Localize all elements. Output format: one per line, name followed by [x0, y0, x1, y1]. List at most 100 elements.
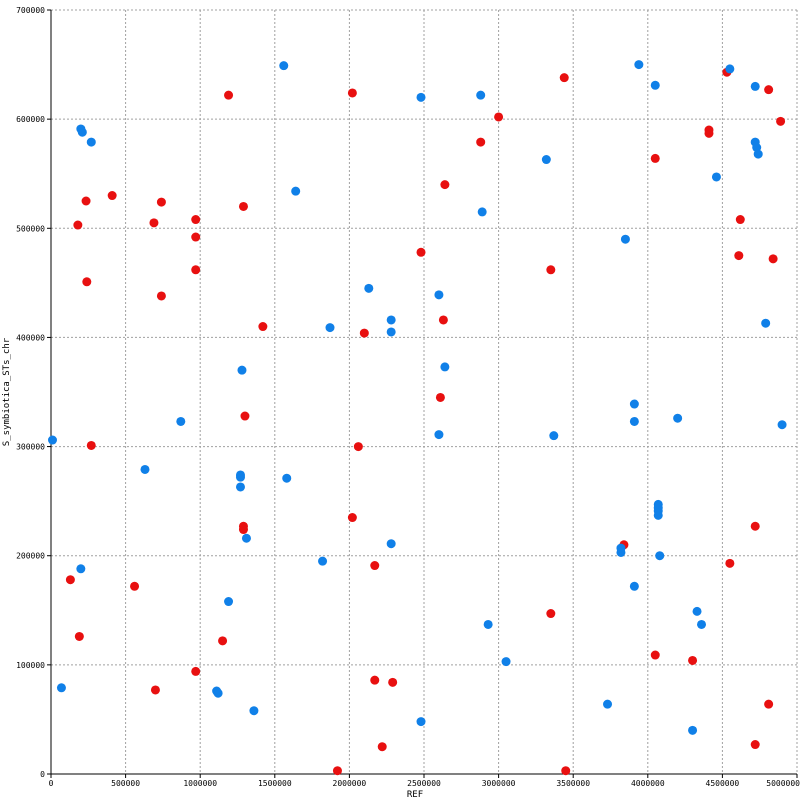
data-point: [750, 81, 760, 91]
y-tick-label: 400000: [16, 333, 45, 342]
data-point: [650, 650, 660, 660]
data-point: [282, 473, 292, 483]
axes: [47, 9, 798, 778]
data-point: [279, 61, 289, 71]
data-point: [47, 435, 57, 445]
data-point: [347, 513, 357, 523]
data-point: [364, 283, 374, 293]
data-point: [237, 365, 247, 375]
data-point: [325, 323, 335, 333]
data-point: [546, 609, 556, 619]
grid: [51, 9, 798, 774]
data-point: [494, 112, 504, 122]
data-point: [561, 766, 571, 776]
data-point: [692, 606, 702, 616]
data-point: [77, 127, 87, 137]
data-point: [191, 265, 201, 275]
x-axis-title: REF: [407, 790, 423, 800]
data-point: [501, 657, 511, 667]
x-tick-label: 500000: [111, 779, 140, 788]
data-point: [673, 413, 683, 423]
data-point: [629, 581, 639, 591]
data-point: [386, 327, 396, 337]
data-point: [435, 392, 445, 402]
data-point: [734, 251, 744, 261]
data-point: [191, 232, 201, 242]
tick-labels: 0 500000 1000000 1500000 2000000 2500000 30000…: [16, 6, 800, 788]
data-point: [65, 575, 75, 585]
x-tick-label: 2500000: [407, 779, 441, 788]
data-point: [235, 482, 245, 492]
data-point: [353, 442, 363, 452]
x-tick-label: 4500000: [706, 779, 740, 788]
data-point: [768, 254, 778, 264]
data-point: [224, 90, 234, 100]
y-tick-label: 500000: [16, 224, 45, 233]
data-point: [388, 677, 398, 687]
data-point: [559, 73, 569, 83]
data-point: [82, 277, 92, 287]
data-point: [776, 116, 786, 126]
data-point: [81, 196, 91, 206]
data-point: [224, 597, 234, 607]
y-tick-label: 200000: [16, 552, 45, 561]
data-point: [291, 186, 301, 196]
data-point: [156, 291, 166, 301]
data-point: [416, 247, 426, 257]
data-point: [483, 619, 493, 629]
data-point: [725, 558, 735, 568]
data-point: [241, 533, 251, 543]
data-point: [386, 539, 396, 549]
data-point: [213, 688, 223, 698]
data-point: [249, 706, 259, 716]
data-point: [761, 318, 771, 328]
data-point: [386, 315, 396, 325]
data-point: [140, 464, 150, 474]
x-tick-label: 5000000: [766, 779, 800, 788]
x-tick-label: 3000000: [482, 779, 516, 788]
data-point: [541, 155, 551, 165]
data-point: [438, 315, 448, 325]
data-point: [725, 64, 735, 74]
x-tick-label: 1000000: [183, 779, 217, 788]
y-tick-label: 100000: [16, 661, 45, 670]
data-point: [620, 234, 630, 244]
data-point: [653, 510, 663, 520]
data-point: [240, 411, 250, 421]
data-point: [238, 201, 248, 211]
y-axis-title: S_symbiotica_STs_chr: [2, 337, 12, 446]
data-point: [150, 685, 160, 695]
data-point: [616, 547, 626, 557]
x-tick-label: 4000000: [631, 779, 665, 788]
data-point: [688, 655, 698, 665]
data-point: [434, 430, 444, 440]
data-point: [440, 180, 450, 190]
data-point: [777, 420, 787, 430]
data-point: [347, 88, 357, 98]
data-point: [238, 525, 248, 535]
data-point: [629, 416, 639, 426]
data-point: [107, 191, 117, 201]
data-point: [477, 207, 487, 217]
data-point: [476, 90, 486, 100]
data-point: [318, 556, 328, 566]
data-point: [76, 564, 86, 574]
data-point: [650, 153, 660, 163]
x-tick-label: 3500000: [556, 779, 590, 788]
x-tick-label: 0: [49, 779, 54, 788]
data-point: [697, 619, 707, 629]
data-point: [218, 636, 228, 646]
data-point: [750, 521, 760, 531]
data-point: [191, 666, 201, 676]
data-point: [74, 631, 84, 641]
y-tick-label: 0: [40, 770, 45, 779]
data-point: [655, 551, 665, 561]
data-point: [56, 683, 66, 693]
data-point: [753, 149, 763, 159]
data-point: [370, 675, 380, 685]
data-point: [377, 742, 387, 752]
data-point: [629, 399, 639, 409]
data-point: [416, 717, 426, 727]
data-point: [440, 362, 450, 372]
